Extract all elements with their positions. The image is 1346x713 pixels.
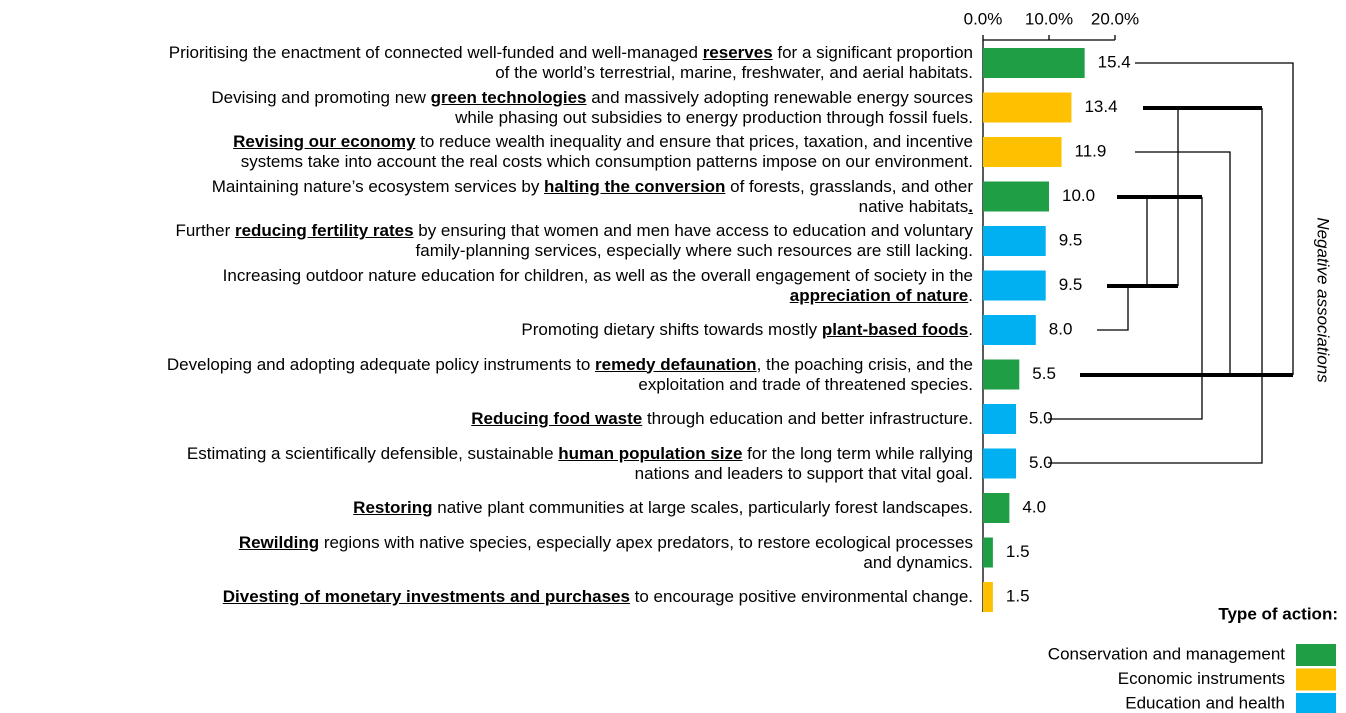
category-label: Restoring native plant communities at la… [0,498,973,518]
label-emphasis: . [968,196,973,216]
dendrogram-link [1048,197,1203,420]
category-label: Reducing food waste through education an… [0,409,973,429]
legend-title: Type of action: [1218,604,1338,623]
label-text: Further [175,221,235,240]
label-text: native plant communities at large scales… [432,498,973,517]
label-text: for a significant proportion of the worl… [495,43,973,82]
legend-swatch [1296,668,1336,691]
x-tick-label: 0.0% [964,9,1003,28]
label-emphasis: Revising our economy [233,132,416,151]
value-label: 1.5 [1006,586,1030,605]
bar [983,181,1049,212]
dendrogram-link [1097,286,1129,331]
label-emphasis: remedy defaunation [595,354,757,374]
label-emphasis: halting the conversion [544,176,726,196]
label-emphasis: Divesting of monetary investments and pu… [222,587,630,606]
label-emphasis: Reducing food waste [471,409,643,428]
label-text: Maintaining nature’s ecosystem services … [211,176,545,196]
label-emphasis: plant-based foods [821,320,969,339]
label-text: of forests, grasslands, and other native… [730,176,973,216]
label-text: Prioritising the enactment of connected … [168,43,703,62]
label-text: for the long term while rallying nations… [634,443,973,483]
bar [983,48,1085,78]
category-label: Maintaining nature’s ecosystem services … [0,177,973,217]
value-label: 10.0 [1062,186,1095,205]
value-label: 8.0 [1049,319,1073,338]
bar [983,448,1016,479]
value-label: 1.5 [1006,542,1030,561]
legend-swatch [1296,644,1336,666]
label-text: to encourage positive environmental chan… [629,587,973,606]
label-emphasis: green technologies [430,87,587,107]
label-text: , the poaching crisis, and the exploitat… [638,354,973,394]
value-label: 5.0 [1029,453,1053,472]
label-text: and massively adopting renewable energy … [455,87,973,127]
legend-swatch [1296,693,1336,713]
bar [983,92,1072,123]
category-label: Estimating a scientifically defensible, … [0,444,973,484]
annotation: Negative associations [1314,217,1333,383]
label-text: Increasing outdoor nature education for … [222,265,973,285]
bar [983,226,1046,256]
legend-label: Conservation and management [1048,644,1285,663]
label-emphasis: appreciation of nature [789,285,969,305]
label-emphasis: Restoring [353,498,433,517]
label-emphasis: reducing fertility rates [234,221,414,240]
label-text: . [968,285,973,305]
category-label: Further reducing fertility rates by ensu… [0,221,973,261]
label-text: by ensuring that women and men have acce… [415,221,973,260]
category-label: Devising and promoting new green technol… [0,88,973,128]
label-text: regions with native species, especially … [323,532,973,572]
label-text: . [968,320,973,339]
bar [983,270,1046,301]
category-label: Prioritising the enactment of connected … [0,43,973,83]
category-label: Increasing outdoor nature education for … [0,266,973,306]
value-label: 15.4 [1098,52,1131,71]
bar [983,537,993,568]
category-label: Revising our economy to reduce wealth in… [0,132,973,172]
category-label: Rewilding regions with native species, e… [0,533,973,573]
label-text: Devising and promoting new [211,87,431,107]
value-label: 5.0 [1029,408,1053,427]
category-label: Developing and adopting adequate policy … [0,355,973,395]
label-emphasis: human population size [558,443,743,463]
label-emphasis: reserves [702,43,773,62]
value-label: 5.5 [1032,364,1056,383]
bar [983,137,1062,167]
legend-label: Economic instruments [1118,669,1285,688]
bar [983,493,1010,523]
legend-label: Education and health [1125,693,1285,712]
bar [983,404,1016,434]
label-text: Developing and adopting adequate policy … [166,354,596,374]
label-text: Promoting dietary shifts towards mostly [521,320,822,339]
value-label: 9.5 [1059,230,1083,249]
dendrogram [1048,62,1294,464]
label-text: Estimating a scientifically defensible, … [186,443,559,463]
bar [983,359,1020,390]
value-label: 4.0 [1022,497,1046,516]
dendrogram-link [1048,108,1263,464]
label-text: to reduce wealth inequality and ensure t… [240,132,973,171]
label-text: through education and better infrastruct… [642,409,973,428]
bar [983,582,993,612]
category-label: Divesting of monetary investments and pu… [0,587,973,607]
bar [983,315,1036,345]
value-label: 9.5 [1059,275,1083,294]
value-label: 13.4 [1084,97,1117,116]
x-tick-label: 20.0% [1091,9,1139,28]
value-label: 11.9 [1075,141,1107,160]
x-tick-label: 10.0% [1025,9,1073,28]
dendrogram-link [1135,62,1294,375]
label-emphasis: Rewilding [238,532,320,552]
category-label: Promoting dietary shifts towards mostly … [0,320,973,340]
dendrogram-link [1135,151,1231,375]
